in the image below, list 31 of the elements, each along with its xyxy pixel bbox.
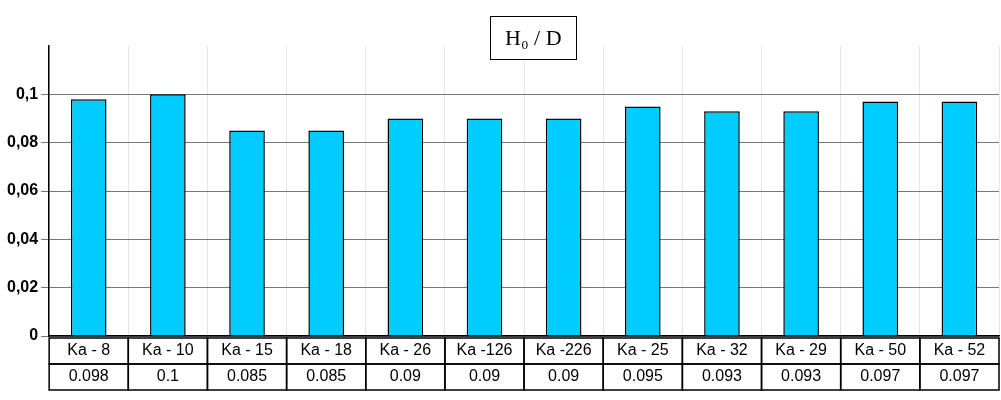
data-label: 0.09 [389,367,422,385]
x-tick-label: Ka - 18 [300,341,353,359]
y-tick-label: 0,02 [7,278,39,296]
data-label: 0.097 [860,367,901,385]
data-label: 0.09 [548,367,580,385]
data-label: 0.093 [781,367,822,385]
data-label: 0.097 [939,367,980,385]
x-tick-label: Ka - 50 [854,341,907,359]
x-tick-label: Ka - 15 [221,341,273,359]
data-label: 0.085 [306,367,347,385]
x-tick-label: Ka - 8 [67,341,111,359]
x-tick-label: Ka -226 [535,341,592,359]
x-tick-label: Ka - 25 [617,341,669,359]
y-tick-label: 0,06 [7,181,39,199]
data-label: 0.095 [622,367,663,385]
x-tick-label: Ka - 10 [142,341,194,359]
x-tick-label: Ka - 52 [933,341,986,359]
x-tick-label: Ka -126 [456,341,513,359]
data-label: 0.085 [227,367,268,385]
y-tick-label: 0,04 [7,229,39,247]
x-tick-label: Ka - 32 [696,341,748,359]
data-label: 0.09 [468,367,501,385]
data-label: 0.098 [68,367,109,385]
y-tick-label: 0 [29,326,39,344]
x-tick-label: Ka - 29 [775,341,827,359]
y-tick-label: 0,08 [7,133,39,151]
x-tick-label: Ka - 26 [379,341,432,359]
data-label: 0.093 [701,367,743,385]
data-label: 0.1 [156,367,180,385]
y-tick-label: 0,1 [15,84,39,102]
chart-title: H₀ / D [490,16,577,60]
